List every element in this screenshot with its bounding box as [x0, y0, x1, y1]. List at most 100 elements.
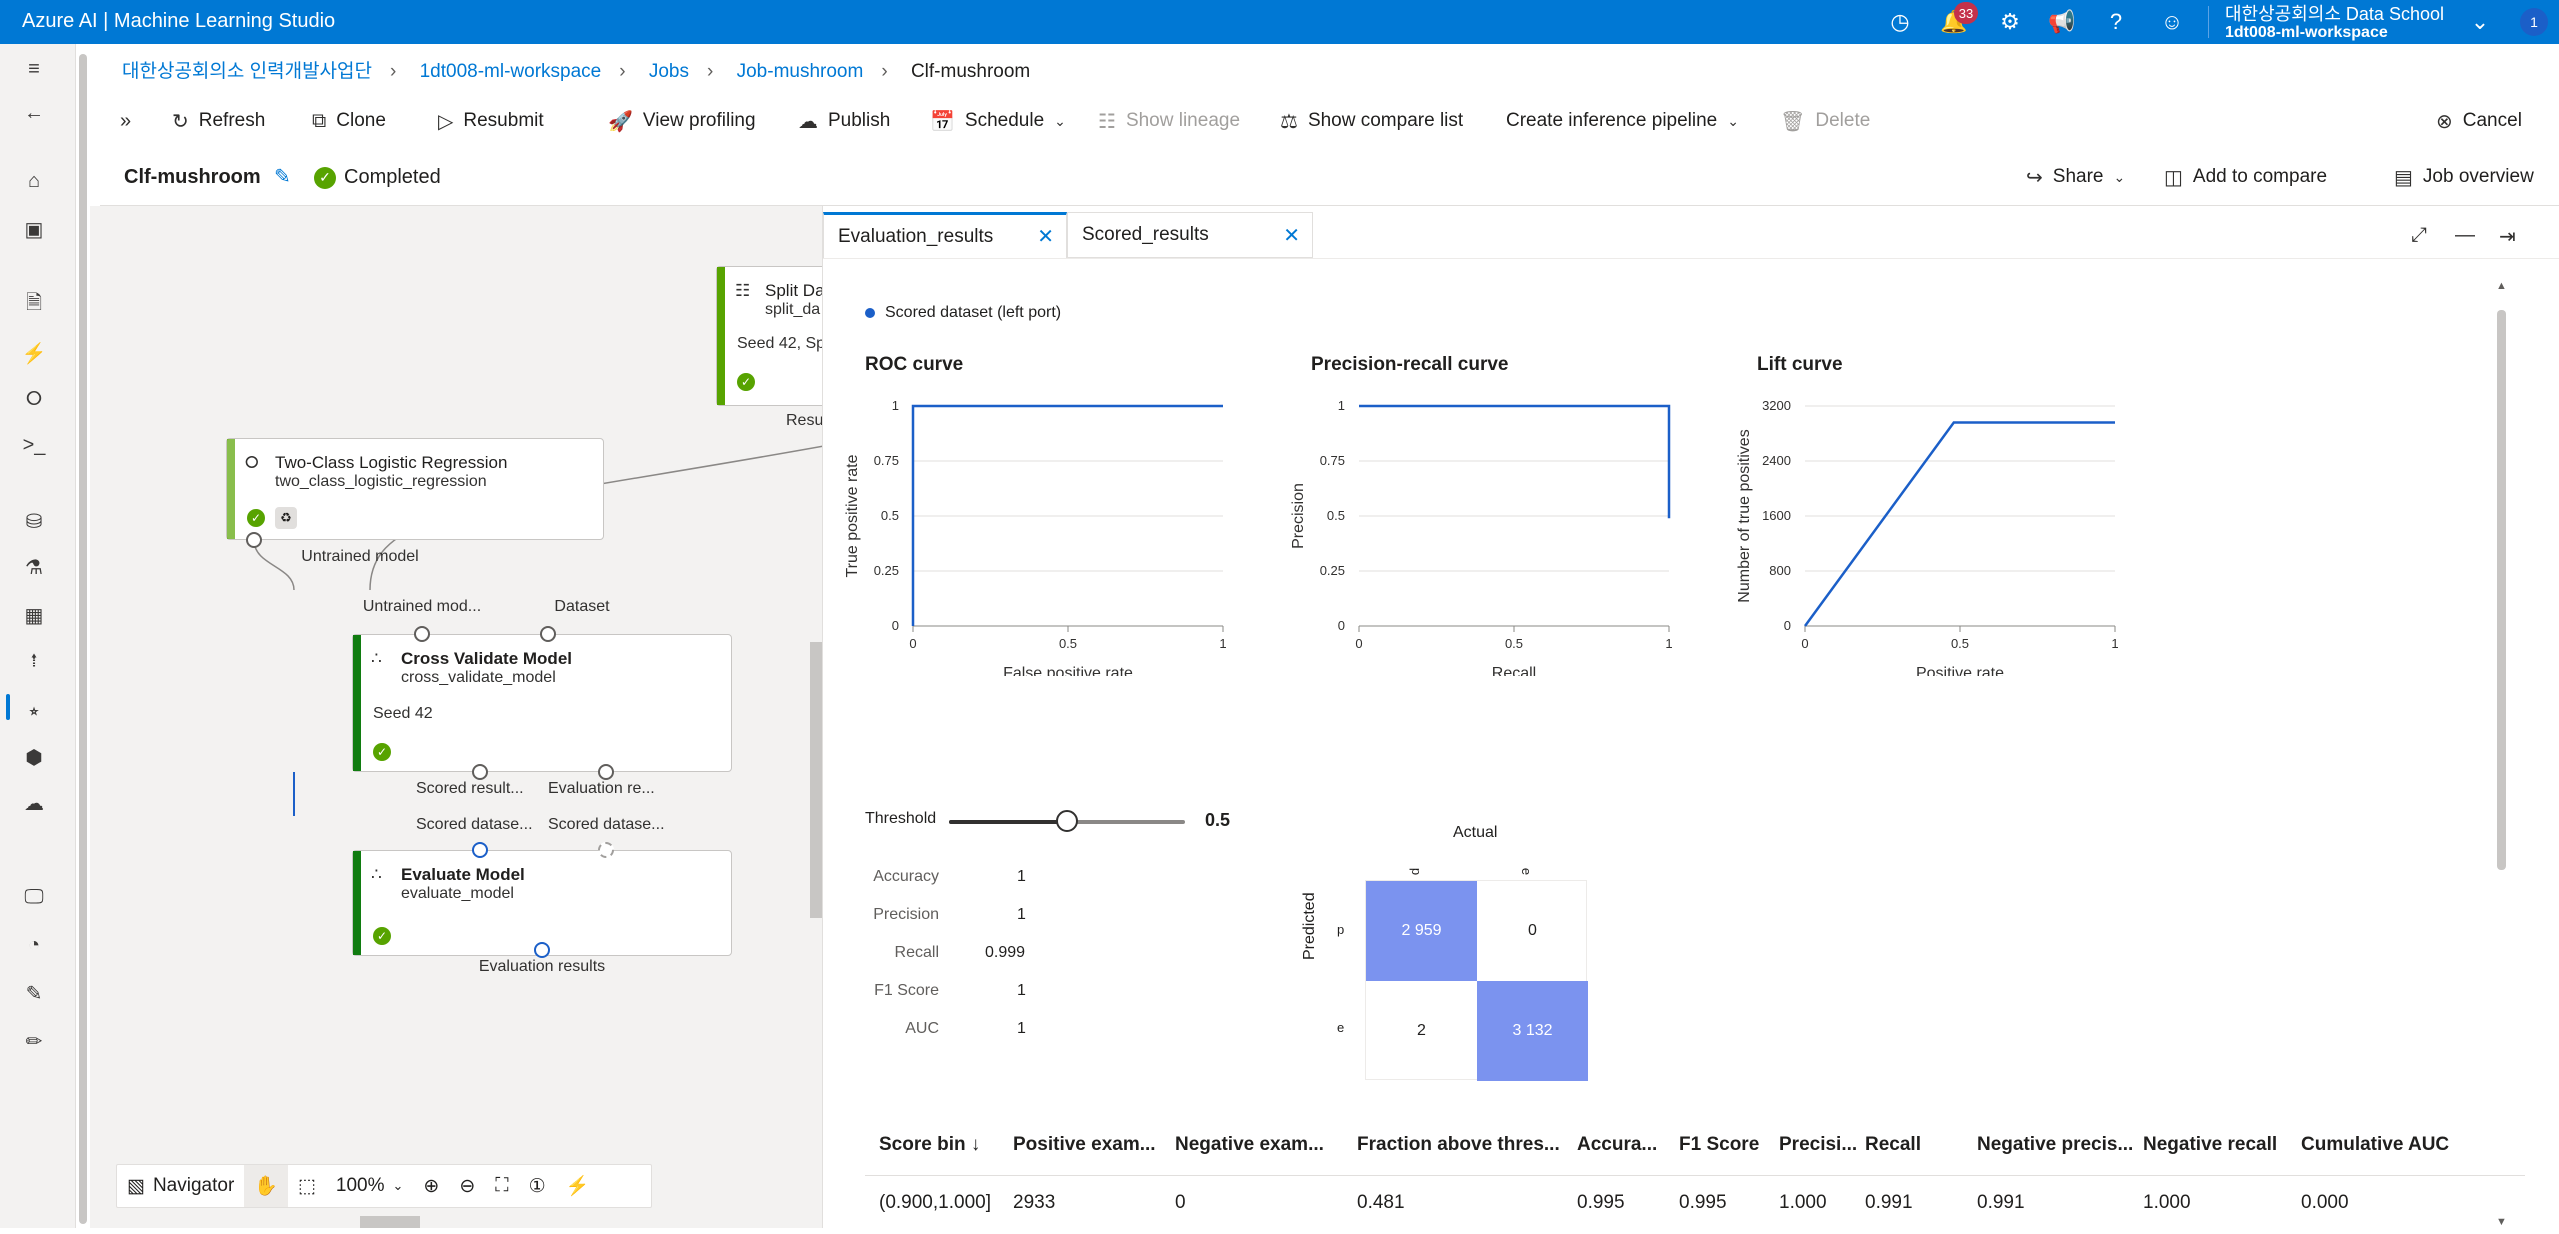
output-port[interactable] — [246, 532, 262, 548]
scroll-thumb[interactable] — [2497, 310, 2506, 870]
output-port[interactable] — [472, 764, 488, 780]
show-compare-list-button[interactable]: ⚖ Show compare list — [1280, 104, 1463, 138]
resubmit-button[interactable]: ▷ Resubmit — [438, 104, 544, 138]
share-button[interactable]: ↪ Share ⌄ — [2026, 160, 2125, 194]
auto-layout-button[interactable]: ⚡ — [556, 1165, 600, 1207]
linked-services-icon[interactable]: ✏ — [25, 1030, 43, 1053]
models-icon[interactable]: ⬢ — [25, 746, 43, 769]
model-catalog-icon[interactable]: ▣ — [24, 218, 44, 241]
publish-button[interactable]: ☁ Publish — [798, 104, 890, 138]
table-row[interactable]: (0.900,1.000] 2933 0 0.481 0.995 0.995 1… — [865, 1176, 2525, 1234]
endpoints-icon[interactable]: ☁ — [24, 792, 44, 815]
gear-icon[interactable]: ⚙ — [2000, 9, 2020, 34]
column-header[interactable]: Accura... — [1577, 1134, 1658, 1155]
column-header[interactable]: Cumulative AUC — [2301, 1134, 2450, 1155]
column-header[interactable]: Negative recall — [2143, 1134, 2278, 1155]
tab-evaluation-results[interactable]: Evaluation_results ✕ — [823, 212, 1067, 258]
help-icon[interactable]: ? — [2109, 9, 2123, 34]
delete-button[interactable]: 🗑 Delete — [1780, 104, 1870, 138]
zoom-out-button[interactable]: ⊖ — [449, 1165, 485, 1207]
actual-size-button[interactable]: ① — [519, 1165, 556, 1207]
column-header[interactable]: Recall — [1865, 1134, 1921, 1155]
hamburger-icon[interactable]: ≡ — [28, 57, 40, 80]
column-header[interactable]: F1 Score — [1679, 1134, 1760, 1155]
column-header[interactable]: Score bin ↓ — [879, 1134, 981, 1155]
notebooks-icon[interactable]: 🗎 — [25, 292, 43, 314]
column-header[interactable]: Precisi... — [1779, 1134, 1858, 1155]
pipeline-canvas[interactable]: ☷ Split Da split_da Seed 42, Sp ✓ Resul … — [90, 206, 824, 1228]
components-icon[interactable]: ▦ — [24, 604, 44, 627]
create-inference-pipeline-button[interactable]: Create inference pipeline ⌄ — [1506, 104, 1739, 138]
prompt-flow-icon[interactable]: >_ — [22, 433, 46, 456]
tab-scored-results[interactable]: Scored_results ✕ — [1067, 212, 1313, 258]
chevron-down-icon[interactable]: ⌄ — [2470, 9, 2490, 34]
column-header[interactable]: Positive exam... — [1013, 1134, 1156, 1155]
clone-button[interactable]: ⧉ Clone — [312, 104, 386, 138]
cross-validate-node[interactable]: ∴ Cross Validate Model cross_validate_mo… — [352, 634, 732, 772]
threshold-slider-thumb[interactable] — [1056, 810, 1078, 832]
input-port[interactable] — [540, 626, 556, 642]
evaluate-model-node[interactable]: ∴ Evaluate Model evaluate_model ✓ — [352, 850, 732, 956]
close-icon[interactable]: ✕ — [1037, 226, 1054, 248]
jobs-icon[interactable]: ⚗ — [25, 556, 43, 579]
back-arrow-icon[interactable]: ← — [24, 101, 44, 124]
column-header[interactable]: Negative precis... — [1977, 1134, 2134, 1155]
column-header[interactable]: Negative exam... — [1175, 1134, 1324, 1155]
output-port[interactable] — [534, 942, 550, 958]
scroll-up-icon[interactable]: ▲ — [2496, 280, 2507, 292]
megaphone-icon[interactable]: 📢 — [2048, 9, 2076, 34]
breadcrumb-workspace[interactable]: 1dt008-ml-workspace — [419, 61, 602, 82]
scroll-down-icon[interactable]: ▼ — [2496, 1216, 2507, 1228]
workspace-name[interactable]: 1dt008-ml-workspace — [2225, 24, 2388, 41]
select-button[interactable]: ⬚ — [288, 1165, 326, 1207]
canvas-hscrollbar[interactable] — [360, 1216, 420, 1228]
canvas-scrollbar[interactable] — [810, 642, 822, 918]
cancel-button[interactable]: ⊗ Cancel — [2436, 104, 2522, 138]
expand-panel-button[interactable]: » — [120, 104, 131, 138]
dock-icon[interactable]: ⇥ — [2499, 226, 2516, 248]
expand-icon[interactable]: ⤢ — [2411, 224, 2427, 246]
compute-icon[interactable]: 🖵 — [24, 885, 44, 908]
fit-button[interactable]: ⛶ — [485, 1165, 518, 1207]
refresh-button[interactable]: ↻ Refresh — [172, 104, 265, 138]
app-title[interactable]: Azure AI | Machine Learning Studio — [22, 10, 336, 32]
edit-pencil-icon[interactable]: ✎ — [274, 166, 291, 188]
breadcrumb-experiment[interactable]: Job-mushroom — [736, 61, 864, 82]
designer-icon[interactable]: ⭘ — [26, 387, 42, 410]
scroll-thumb[interactable] — [79, 54, 87, 1224]
navigator-button[interactable]: ▧ Navigator — [117, 1165, 244, 1207]
add-to-compare-button[interactable]: ◫ Add to compare — [2164, 160, 2327, 194]
show-lineage-button[interactable]: ☷ Show lineage — [1098, 104, 1240, 138]
zoom-select[interactable]: 100% ⌄ — [326, 1165, 414, 1207]
org-name[interactable]: 대한상공회의소 Data School — [2225, 4, 2444, 24]
panel-scrollbar[interactable]: ▲ ▼ — [2494, 280, 2508, 1228]
pan-hand-button[interactable]: ✋ — [244, 1165, 288, 1207]
split-data-node[interactable]: ☷ Split Da split_da Seed 42, Sp ✓ — [716, 266, 824, 406]
zoom-in-button[interactable]: ⊕ — [413, 1165, 449, 1207]
logistic-regression-node[interactable]: ⭘ Two-Class Logistic Regression two_clas… — [226, 438, 604, 540]
environments-icon[interactable]: ⭒ — [28, 699, 40, 722]
data-icon[interactable]: ⛁ — [25, 510, 43, 533]
clock-icon[interactable]: ◷ — [1890, 9, 1910, 34]
minimize-icon[interactable]: — — [2455, 224, 2475, 246]
breadcrumb-org[interactable]: 대한상공회의소 인력개발사업단 — [122, 61, 372, 82]
labeling-icon[interactable]: ✎ — [25, 982, 43, 1005]
column-header[interactable]: Fraction above thres... — [1357, 1134, 1560, 1155]
schedule-button[interactable]: 📅 Schedule ⌄ — [930, 104, 1066, 138]
left-nav-scrollbar[interactable] — [76, 44, 90, 1228]
avatar[interactable]: 1 — [2520, 8, 2548, 36]
automl-icon[interactable]: ⚡ — [21, 342, 47, 365]
view-profiling-button[interactable]: 🚀 View profiling — [608, 104, 756, 138]
input-port[interactable] — [472, 842, 488, 858]
output-port[interactable] — [598, 764, 614, 780]
breadcrumb-jobs[interactable]: Jobs — [648, 61, 689, 82]
monitoring-icon[interactable]: ◔ — [27, 933, 41, 956]
smiley-icon[interactable]: ☺ — [2160, 9, 2184, 34]
table-cell: 0.995 — [1577, 1192, 1625, 1213]
input-port[interactable] — [598, 842, 614, 858]
job-overview-button[interactable]: ▤ Job overview — [2394, 160, 2534, 194]
pipelines-icon[interactable]: ⭫ — [30, 650, 38, 672]
close-icon[interactable]: ✕ — [1283, 224, 1300, 247]
home-icon[interactable]: ⌂ — [27, 169, 41, 192]
input-port[interactable] — [414, 626, 430, 642]
